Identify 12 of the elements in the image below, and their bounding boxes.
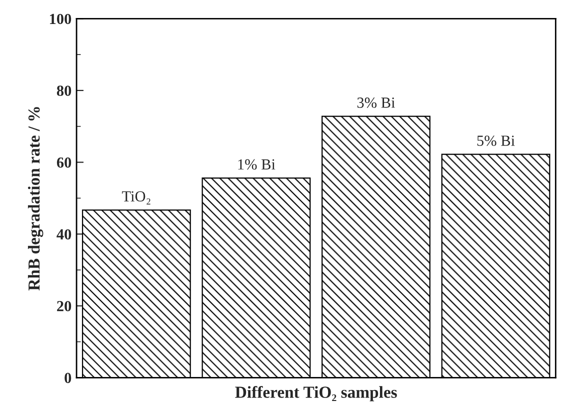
y-tick-label: 100 <box>50 14 72 24</box>
y-tick-label: 40 <box>56 229 72 240</box>
x-tick-label: TiO₂ <box>122 191 150 204</box>
x-tick-label: 1% Bi <box>238 159 276 170</box>
x-axis-title: Different TiO₂ samples <box>235 386 397 402</box>
x-tick-label: 5% Bi <box>477 136 515 146</box>
y-tick-label: 60 <box>56 157 72 168</box>
y-tick-label: 20 <box>57 300 72 312</box>
y-tick-label: 0 <box>64 372 72 384</box>
y-axis-title: RhB degradation rate / % <box>28 107 44 290</box>
y-tick-label: 80 <box>56 86 72 96</box>
x-tick-label: 3% Bi <box>357 98 396 108</box>
